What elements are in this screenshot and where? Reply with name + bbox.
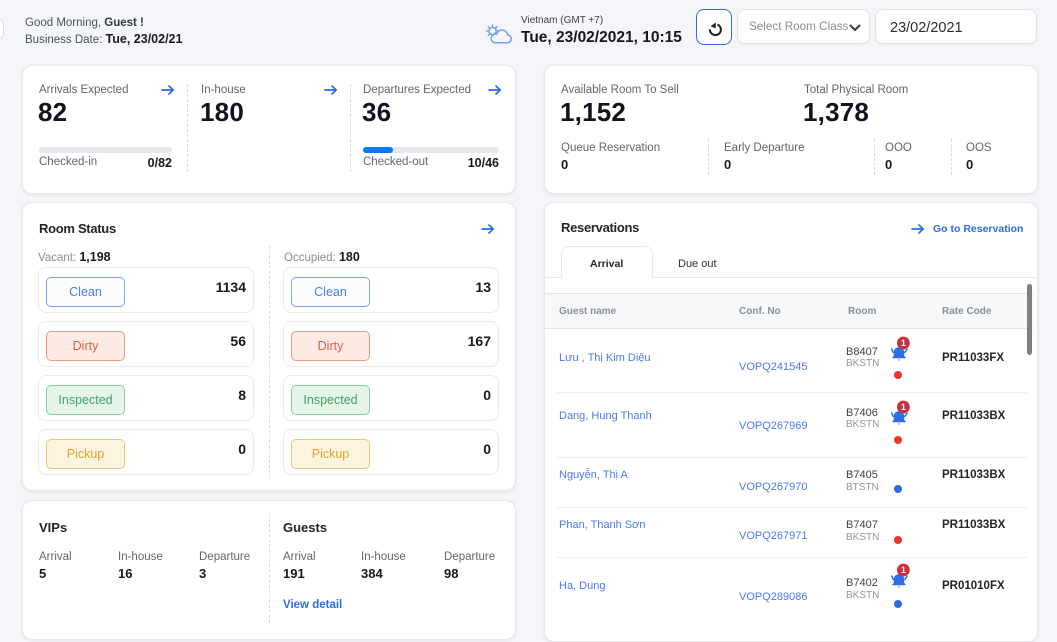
svg-text:1: 1	[901, 402, 906, 412]
svg-text:1: 1	[901, 565, 906, 575]
svg-text:1: 1	[901, 338, 906, 348]
